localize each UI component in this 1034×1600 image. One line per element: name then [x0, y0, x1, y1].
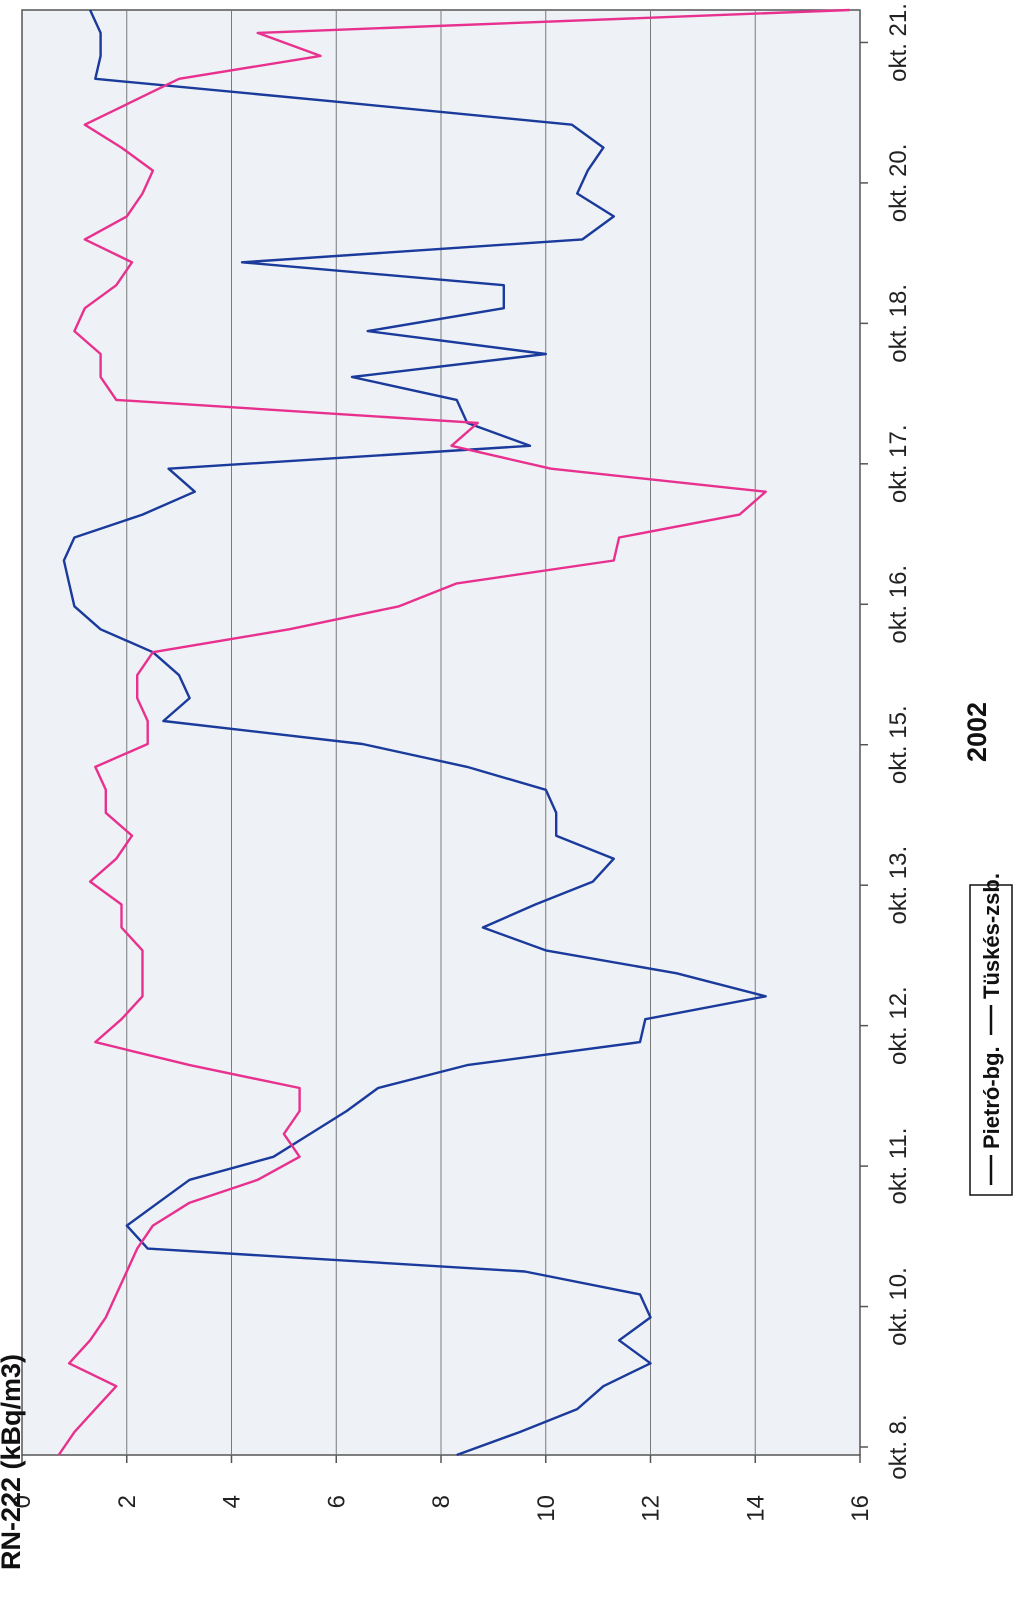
y-axis-title: 2002	[962, 702, 992, 762]
x-tick-label-2: okt. 11.	[885, 1128, 912, 1205]
x-tick-label-5: okt. 15.	[885, 705, 912, 784]
y-tick-label-6: 6	[323, 1495, 350, 1508]
x-tick-label-6: okt. 16.	[885, 565, 912, 644]
x-tick-label-0: okt. 8.	[885, 1414, 912, 1479]
y-tick-label-12: 12	[638, 1495, 665, 1522]
x-tick-label-3: okt. 12.	[885, 986, 912, 1065]
series-line-0	[62, 9, 767, 1457]
x-axis-ticks: okt. 8. okt. 10. okt. 11. okt. 12. okt. 13. o…	[860, 3, 912, 1480]
y-tick-label-16: 16	[847, 1495, 874, 1522]
series-line-1	[57, 8, 850, 1456]
x-axis-title: RN-222 (kBq/m3)	[0, 1354, 26, 1570]
grid-lines	[126, 10, 756, 1455]
x-tick-label-8: okt. 18.	[885, 284, 912, 363]
legend: Pietró-bg. Tüskés-zsb.	[969, 873, 1013, 1196]
y-tick-label-4: 4	[219, 1495, 246, 1508]
x-tick-label-10: okt. 21.	[885, 3, 912, 82]
y-tick-label-0: 0	[9, 1495, 36, 1508]
y-axis-ticks: 0 2 4 6 8 10 12 14 16	[9, 1455, 874, 1522]
legend-label-tuskes: Tüskés-zsb.	[979, 873, 1004, 999]
x-tick-label-4: okt. 13.	[885, 846, 912, 925]
y-tick-label-8: 8	[428, 1495, 455, 1508]
legend-box	[969, 884, 1013, 1196]
y-tick-label-14: 14	[742, 1495, 769, 1522]
y-tick-label-2: 2	[114, 1495, 141, 1508]
x-tick-label-9: okt. 20.	[885, 144, 912, 223]
y-tick-label-10: 10	[533, 1495, 560, 1522]
x-tick-label-7: okt. 17.	[885, 424, 912, 503]
x-tick-label-1: okt. 10.	[885, 1267, 912, 1346]
series-lines	[57, 8, 850, 1457]
legend-label-pietro: Pietró-bg.	[979, 1046, 1004, 1149]
